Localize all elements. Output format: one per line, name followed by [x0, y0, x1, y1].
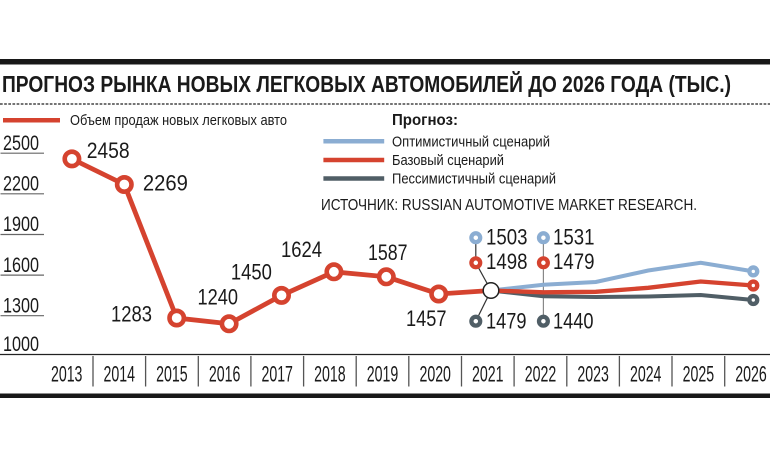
- svg-text:ИСТОЧНИК: RUSSIAN AUTOMOTIVE M: ИСТОЧНИК: RUSSIAN AUTOMOTIVE MARKET RESE…: [321, 197, 697, 214]
- svg-text:Объем продаж новых легковых ав: Объем продаж новых легковых авто: [70, 112, 287, 129]
- svg-text:Базовый сценарий: Базовый сценарий: [392, 152, 504, 169]
- svg-text:2025: 2025: [683, 362, 715, 387]
- svg-text:2020: 2020: [419, 362, 451, 387]
- svg-text:1440: 1440: [553, 308, 594, 333]
- svg-text:1531: 1531: [553, 224, 595, 249]
- svg-text:2018: 2018: [314, 362, 346, 387]
- svg-text:2023: 2023: [577, 362, 609, 387]
- svg-text:2269: 2269: [143, 171, 188, 196]
- svg-text:2021: 2021: [472, 362, 504, 387]
- svg-text:2019: 2019: [367, 362, 399, 387]
- svg-text:Оптимистичный сценарий: Оптимистичный сценарий: [392, 134, 550, 151]
- svg-text:1450: 1450: [231, 260, 272, 285]
- svg-text:1300: 1300: [3, 293, 39, 317]
- svg-text:1000: 1000: [3, 332, 39, 356]
- svg-text:1498: 1498: [486, 249, 528, 274]
- svg-text:1457: 1457: [406, 306, 447, 331]
- svg-text:1587: 1587: [368, 240, 408, 265]
- svg-text:2017: 2017: [261, 362, 293, 387]
- svg-text:ПРОГНОЗ РЫНКА НОВЫХ ЛЕГКОВЫХ А: ПРОГНОЗ РЫНКА НОВЫХ ЛЕГКОВЫХ АВТОМОБИЛЕЙ…: [2, 70, 731, 97]
- svg-text:Пессимистичный сценарий: Пессимистичный сценарий: [392, 171, 556, 188]
- svg-text:2016: 2016: [209, 362, 241, 387]
- svg-text:2015: 2015: [156, 362, 188, 387]
- svg-text:2024: 2024: [630, 362, 662, 387]
- svg-text:1479: 1479: [553, 249, 595, 274]
- svg-text:1240: 1240: [198, 285, 239, 310]
- svg-text:2014: 2014: [104, 362, 136, 387]
- svg-text:2500: 2500: [3, 131, 39, 155]
- svg-text:1600: 1600: [3, 253, 39, 277]
- svg-text:2458: 2458: [87, 138, 130, 163]
- svg-text:1479: 1479: [486, 308, 527, 333]
- svg-text:1624: 1624: [281, 237, 322, 262]
- svg-text:1900: 1900: [3, 212, 39, 236]
- svg-text:1283: 1283: [111, 302, 152, 327]
- svg-text:2022: 2022: [525, 362, 557, 387]
- svg-text:Прогноз:: Прогноз:: [392, 112, 458, 129]
- svg-text:2026: 2026: [735, 362, 767, 387]
- svg-text:2013: 2013: [51, 362, 83, 387]
- svg-text:2200: 2200: [3, 172, 39, 196]
- svg-text:1503: 1503: [486, 224, 528, 249]
